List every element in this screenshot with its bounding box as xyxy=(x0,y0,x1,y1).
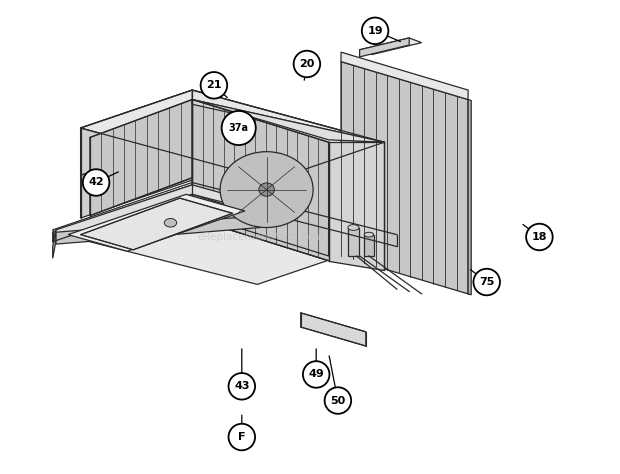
Text: 43: 43 xyxy=(234,381,249,392)
Text: 20: 20 xyxy=(299,59,314,69)
Polygon shape xyxy=(53,230,56,258)
Polygon shape xyxy=(341,52,468,100)
Polygon shape xyxy=(192,100,384,142)
Text: 19: 19 xyxy=(367,26,383,36)
Ellipse shape xyxy=(303,361,329,388)
Polygon shape xyxy=(329,142,384,270)
Polygon shape xyxy=(192,185,397,246)
Polygon shape xyxy=(192,213,384,270)
Ellipse shape xyxy=(294,51,320,77)
Ellipse shape xyxy=(201,72,227,99)
Polygon shape xyxy=(348,228,359,256)
Text: 37a: 37a xyxy=(229,123,249,133)
Ellipse shape xyxy=(229,373,255,400)
Text: 75: 75 xyxy=(479,277,494,287)
Polygon shape xyxy=(360,38,409,57)
Ellipse shape xyxy=(348,225,359,230)
Polygon shape xyxy=(81,90,192,175)
Polygon shape xyxy=(468,100,471,295)
Polygon shape xyxy=(68,194,245,251)
Polygon shape xyxy=(56,185,260,242)
Ellipse shape xyxy=(229,424,255,450)
Text: eReplacementParts.com: eReplacementParts.com xyxy=(197,232,324,242)
Polygon shape xyxy=(53,185,397,284)
Polygon shape xyxy=(192,100,329,261)
Ellipse shape xyxy=(221,111,256,145)
Text: F: F xyxy=(238,432,246,442)
Polygon shape xyxy=(365,235,373,256)
Ellipse shape xyxy=(365,232,373,237)
Text: 18: 18 xyxy=(531,232,547,242)
Text: 42: 42 xyxy=(88,177,104,188)
Polygon shape xyxy=(81,198,232,250)
Polygon shape xyxy=(341,62,468,294)
Ellipse shape xyxy=(220,152,313,228)
Polygon shape xyxy=(56,216,260,244)
Polygon shape xyxy=(53,185,192,242)
Polygon shape xyxy=(81,90,384,180)
Polygon shape xyxy=(192,100,384,147)
Ellipse shape xyxy=(164,219,177,227)
Polygon shape xyxy=(360,38,422,55)
Text: 21: 21 xyxy=(206,80,222,91)
Ellipse shape xyxy=(325,387,351,414)
Ellipse shape xyxy=(362,18,388,44)
Polygon shape xyxy=(90,100,192,216)
Text: 50: 50 xyxy=(330,395,345,406)
Ellipse shape xyxy=(259,183,275,196)
Ellipse shape xyxy=(474,269,500,295)
Polygon shape xyxy=(81,137,192,218)
Ellipse shape xyxy=(83,169,109,196)
Ellipse shape xyxy=(526,224,552,250)
Text: 49: 49 xyxy=(308,369,324,380)
Polygon shape xyxy=(192,90,384,270)
Polygon shape xyxy=(301,313,366,346)
